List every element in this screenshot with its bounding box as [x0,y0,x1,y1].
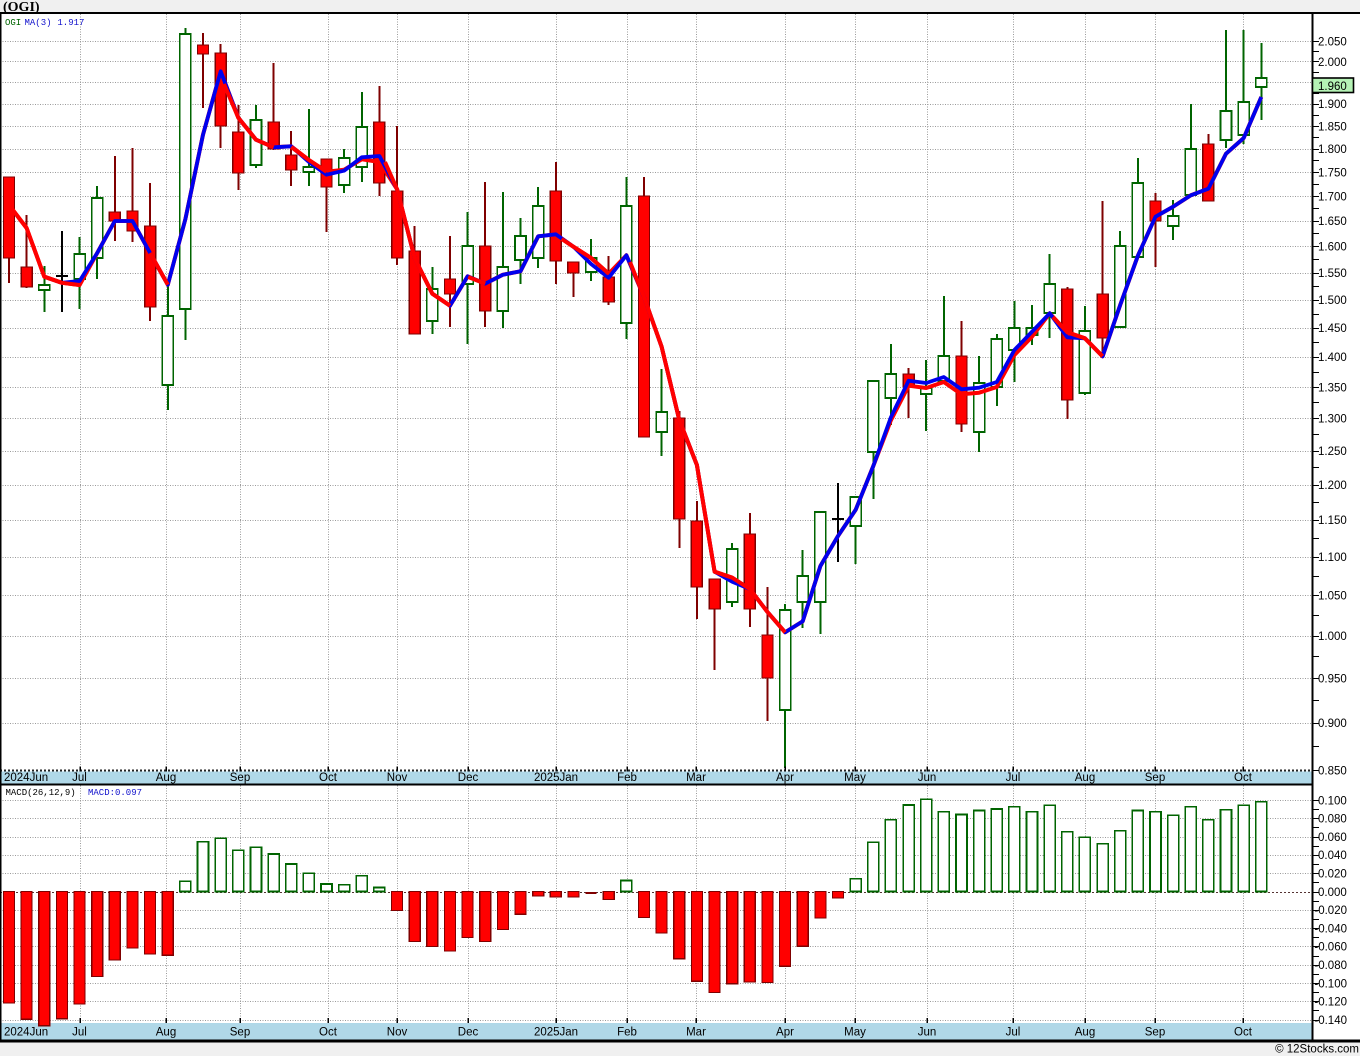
svg-text:0.020: 0.020 [1318,869,1347,881]
svg-text:-0.080: -0.080 [1314,960,1347,972]
svg-text:1.450: 1.450 [1318,323,1347,335]
svg-text:Jul: Jul [72,1027,87,1039]
svg-text:Sep: Sep [1145,1027,1165,1039]
svg-text:-0.100: -0.100 [1314,978,1347,990]
svg-text:Mar: Mar [686,772,706,784]
svg-text:1.960: 1.960 [1318,81,1347,93]
svg-text:0.060: 0.060 [1318,832,1347,844]
svg-text:(OGI): (OGI) [3,0,40,15]
svg-text:Sep: Sep [1145,772,1165,784]
svg-text:1.900: 1.900 [1318,99,1347,111]
svg-text:Aug: Aug [1075,1027,1095,1039]
svg-text:-0.040: -0.040 [1314,923,1347,935]
svg-text:Aug: Aug [1075,772,1095,784]
svg-text:1.300: 1.300 [1318,414,1347,426]
svg-text:-0.060: -0.060 [1314,942,1347,954]
svg-text:0.080: 0.080 [1318,814,1347,826]
svg-text:Apr: Apr [776,772,794,784]
svg-text:Oct: Oct [319,1027,338,1039]
svg-text:2024Jun: 2024Jun [4,772,48,784]
svg-text:Jun: Jun [918,772,937,784]
svg-text:1.700: 1.700 [1318,191,1347,203]
svg-text:MACD(26,12,9)MACD:0.097: MACD(26,12,9) MACD:0.097 [6,788,143,798]
svg-text:May: May [844,1027,866,1039]
svg-text:Dec: Dec [458,1027,479,1039]
svg-text:2024Jun: 2024Jun [4,1027,48,1039]
svg-text:-0.120: -0.120 [1314,997,1347,1009]
svg-text:© 12Stocks.com: © 12Stocks.com [1275,1044,1359,1056]
svg-text:0.900: 0.900 [1318,718,1347,730]
svg-text:1.400: 1.400 [1318,352,1347,364]
svg-text:Oct: Oct [1234,772,1253,784]
svg-text:1.350: 1.350 [1318,382,1347,394]
svg-text:Jul: Jul [72,772,87,784]
svg-text:May: May [844,772,866,784]
svg-text:2025Jan: 2025Jan [534,772,578,784]
svg-text:Aug: Aug [156,1027,176,1039]
svg-text:1.050: 1.050 [1318,590,1347,602]
svg-text:2.050: 2.050 [1318,36,1347,48]
svg-text:1.200: 1.200 [1318,480,1347,492]
svg-text:Feb: Feb [617,1027,637,1039]
svg-text:-0.020: -0.020 [1314,905,1347,917]
svg-text:Jul: Jul [1006,772,1021,784]
svg-text:Jul: Jul [1006,1027,1021,1039]
svg-text:1.500: 1.500 [1318,295,1347,307]
svg-text:1.800: 1.800 [1318,144,1347,156]
svg-text:Mar: Mar [686,1027,706,1039]
svg-text:1.100: 1.100 [1318,552,1347,564]
svg-text:Feb: Feb [617,772,637,784]
svg-text:-0.140: -0.140 [1314,1015,1347,1027]
svg-text:1.250: 1.250 [1318,446,1347,458]
svg-text:0.100: 0.100 [1318,795,1347,807]
svg-text:1.600: 1.600 [1318,242,1347,254]
svg-text:0.850: 0.850 [1318,765,1347,777]
svg-text:Dec: Dec [458,772,479,784]
svg-text:2025Jan: 2025Jan [534,1027,578,1039]
svg-text:1.650: 1.650 [1318,216,1347,228]
svg-text:1.000: 1.000 [1318,631,1347,643]
svg-text:2.000: 2.000 [1318,57,1347,69]
svg-text:0.040: 0.040 [1318,850,1347,862]
svg-text:1.850: 1.850 [1318,121,1347,133]
svg-text:1.550: 1.550 [1318,268,1347,280]
svg-text:Nov: Nov [387,772,408,784]
svg-text:0.000: 0.000 [1318,887,1347,899]
svg-text:0.950: 0.950 [1318,673,1347,685]
svg-text:Aug: Aug [156,772,176,784]
svg-text:Oct: Oct [1234,1027,1253,1039]
svg-text:Nov: Nov [387,1027,408,1039]
svg-text:1.750: 1.750 [1318,167,1347,179]
svg-text:1.150: 1.150 [1318,515,1347,527]
svg-text:Apr: Apr [776,1027,794,1039]
svg-text:Jun: Jun [918,1027,937,1039]
svg-text:Sep: Sep [230,772,250,784]
svg-text:Oct: Oct [319,772,338,784]
svg-text:Sep: Sep [230,1027,250,1039]
